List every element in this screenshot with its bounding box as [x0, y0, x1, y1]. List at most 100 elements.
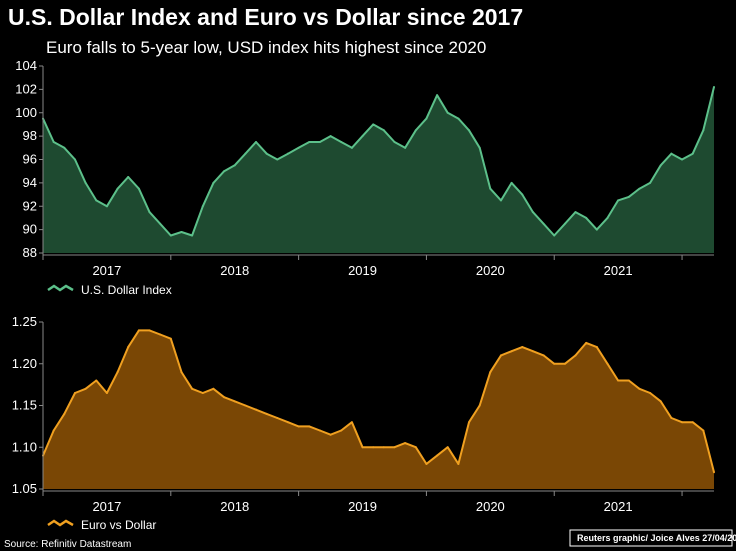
usd-data-point	[297, 146, 300, 149]
usd-series-line	[42, 86, 715, 237]
usd-data-point	[233, 164, 236, 167]
eur-data-point	[201, 391, 204, 394]
usd-data-point	[63, 146, 66, 149]
usd-data-point	[553, 234, 556, 237]
eur-data-point	[414, 446, 417, 449]
usd-legend-swatch	[47, 284, 74, 292]
usd-data-point	[84, 181, 87, 184]
usd-data-point	[361, 135, 364, 138]
eur-data-point	[659, 400, 662, 403]
usd-data-point	[478, 146, 481, 149]
eur-data-point	[105, 391, 108, 394]
eur-data-point	[446, 446, 449, 449]
eur-data-point	[191, 387, 194, 390]
usd-data-point	[212, 181, 215, 184]
usd-data-point	[159, 222, 162, 225]
eur-data-point	[542, 354, 545, 357]
usd-y-tick-label: 98	[23, 128, 37, 143]
usd-y-tick-label: 96	[23, 152, 37, 167]
usd-y-tick-label: 92	[23, 198, 37, 213]
eur-data-point	[361, 446, 364, 449]
eur-data-point	[318, 429, 321, 432]
eur-data-point	[393, 446, 396, 449]
usd-data-point	[318, 140, 321, 143]
eur-data-point	[265, 412, 268, 415]
eur-data-point	[159, 333, 162, 336]
usd-data-point	[95, 199, 98, 202]
usd-data-point	[563, 222, 566, 225]
usd-data-point	[681, 158, 684, 161]
eur-data-point	[372, 446, 375, 449]
eur-data-point	[681, 421, 684, 424]
eur-data-point	[478, 404, 481, 407]
usd-data-point	[223, 170, 226, 173]
eur-data-point	[286, 421, 289, 424]
eur-data-point	[223, 396, 226, 399]
credit-note: Reuters graphic/ Joice Alves 27/04/2022	[577, 533, 736, 543]
usd-y-tick-label: 90	[23, 222, 37, 237]
credit-box	[569, 529, 733, 547]
usd-data-point	[116, 187, 119, 190]
eur-data-point	[499, 354, 502, 357]
eur-y-tick-label: 1.10	[12, 439, 37, 454]
usd-x-tick-label: 2019	[348, 263, 377, 278]
eur-data-point	[574, 354, 577, 357]
usd-data-point	[127, 176, 130, 179]
eur-data-point	[382, 446, 385, 449]
eur-data-point	[180, 371, 183, 374]
eur-data-point	[617, 379, 620, 382]
usd-data-point	[276, 158, 279, 161]
usd-x-tick-label: 2020	[476, 263, 505, 278]
usd-data-point	[286, 152, 289, 155]
usd-data-point	[404, 146, 407, 149]
usd-data-point	[499, 199, 502, 202]
usd-data-point	[659, 164, 662, 167]
usd-y-tick-label: 104	[15, 58, 37, 73]
usd-data-point	[169, 234, 172, 237]
eur-data-point	[212, 387, 215, 390]
eur-data-point	[137, 329, 140, 332]
eur-data-point	[84, 387, 87, 390]
usd-data-point	[649, 181, 652, 184]
usd-data-point	[308, 140, 311, 143]
usd-data-point	[585, 216, 588, 219]
usd-data-point	[137, 187, 140, 190]
eur-data-point	[404, 442, 407, 445]
eur-x-tick-label: 2018	[220, 499, 249, 514]
usd-data-point	[201, 205, 204, 208]
usd-y-tick-label: 88	[23, 245, 37, 260]
eur-data-point	[691, 421, 694, 424]
usd-y-tick-label: 102	[15, 81, 37, 96]
eur-data-point	[63, 412, 66, 415]
usd-y-tick-label: 100	[15, 105, 37, 120]
eur-legend-label: Euro vs Dollar	[81, 518, 156, 532]
usd-data-point	[670, 152, 673, 155]
eur-y-tick-label: 1.20	[12, 356, 37, 371]
usd-data-point	[329, 135, 332, 138]
eur-data-point	[340, 429, 343, 432]
usd-y-tick-label: 94	[23, 175, 37, 190]
eur-data-point	[713, 471, 715, 474]
eur-x-tick-label: 2021	[604, 499, 633, 514]
usd-data-point	[340, 140, 343, 143]
eur-data-point	[553, 362, 556, 365]
eur-data-point	[52, 429, 55, 432]
usd-data-point	[244, 152, 247, 155]
usd-x-tick-label: 2018	[220, 263, 249, 278]
eur-data-point	[638, 387, 641, 390]
eur-y-tick-label: 1.05	[12, 481, 37, 496]
eur-data-point	[606, 362, 609, 365]
usd-data-point	[414, 129, 417, 132]
usd-data-point	[180, 230, 183, 233]
usd-index-chart: 88 90 92 94 96 98 100 102 104 2017 2018 2019 2020 202…	[15, 58, 715, 297]
eur-data-point	[73, 391, 76, 394]
eur-data-point	[308, 425, 311, 428]
usd-data-point	[436, 94, 439, 97]
eur-data-point	[116, 371, 119, 374]
eur-data-point	[489, 371, 492, 374]
eur-x-tick-label: 2020	[476, 499, 505, 514]
usd-data-point	[393, 140, 396, 143]
usd-data-point	[52, 140, 55, 143]
usd-data-point	[713, 86, 715, 89]
usd-area-fill	[43, 87, 714, 253]
